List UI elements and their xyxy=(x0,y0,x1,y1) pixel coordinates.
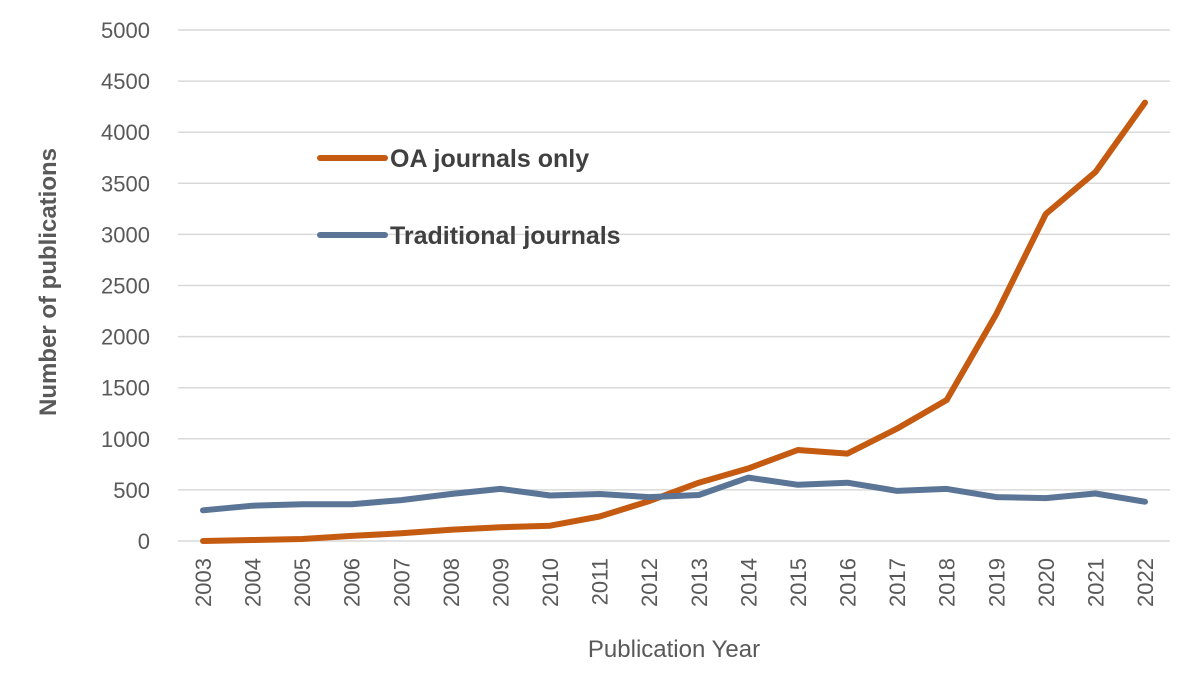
y-tick-label-500: 500 xyxy=(113,478,150,503)
x-tick-label-2010: 2010 xyxy=(538,558,563,607)
x-tick-label-2013: 2013 xyxy=(687,558,712,607)
x-axis-title: Publication Year xyxy=(588,636,760,663)
y-axis-ticks: 0 500 1000 1500 2000 2500 3000 3500 4000 4500 5000 xyxy=(101,18,150,554)
x-tick-label-2022: 2022 xyxy=(1133,558,1158,607)
x-tick-label-2009: 2009 xyxy=(488,558,513,607)
y-tick-label-2500: 2500 xyxy=(101,274,150,299)
y-tick-label-0: 0 xyxy=(138,529,150,554)
x-tick-label-2021: 2021 xyxy=(1083,558,1108,607)
x-tick-label-2012: 2012 xyxy=(637,558,662,607)
gridlines xyxy=(178,29,1170,542)
x-tick-label-2019: 2019 xyxy=(984,558,1009,607)
x-tick-label-2018: 2018 xyxy=(935,558,960,607)
x-tick-label-2011: 2011 xyxy=(588,558,613,605)
series-line-traditional-journals xyxy=(200,474,1148,514)
y-tick-label-3000: 3000 xyxy=(101,222,150,247)
y-tick-label-1500: 1500 xyxy=(101,376,150,401)
x-tick-label-2005: 2005 xyxy=(290,558,315,607)
x-tick-label-2014: 2014 xyxy=(736,558,761,607)
series-line-oa-journals xyxy=(200,99,1148,544)
x-tick-label-2017: 2017 xyxy=(885,558,910,607)
x-tick-label-2015: 2015 xyxy=(786,558,811,607)
y-tick-label-2000: 2000 xyxy=(101,325,150,350)
x-tick-label-2004: 2004 xyxy=(241,558,266,607)
legend: OA journals only Traditional journals xyxy=(317,145,621,250)
y-tick-label-4000: 4000 xyxy=(101,120,150,145)
y-tick-label-4500: 4500 xyxy=(101,69,150,94)
x-tick-label-2003: 2003 xyxy=(191,558,216,607)
x-axis-ticks: 2003 2004 2005 2006 2007 2008 2009 2010 2011 2012… xyxy=(191,558,1158,607)
legend-label-traditional: Traditional journals xyxy=(390,222,621,250)
x-tick-label-2006: 2006 xyxy=(340,558,365,607)
legend-label-oa: OA journals only xyxy=(390,145,589,173)
x-tick-label-2007: 2007 xyxy=(389,558,414,607)
x-tick-label-2016: 2016 xyxy=(836,558,861,607)
y-tick-label-3500: 3500 xyxy=(101,171,150,196)
y-axis-title: Number of publications xyxy=(35,148,62,416)
x-tick-label-2020: 2020 xyxy=(1034,558,1059,607)
series-lines xyxy=(200,99,1148,544)
x-tick-label-2008: 2008 xyxy=(439,558,464,607)
y-tick-label-1000: 1000 xyxy=(101,427,150,452)
y-tick-label-5000: 5000 xyxy=(101,18,150,43)
